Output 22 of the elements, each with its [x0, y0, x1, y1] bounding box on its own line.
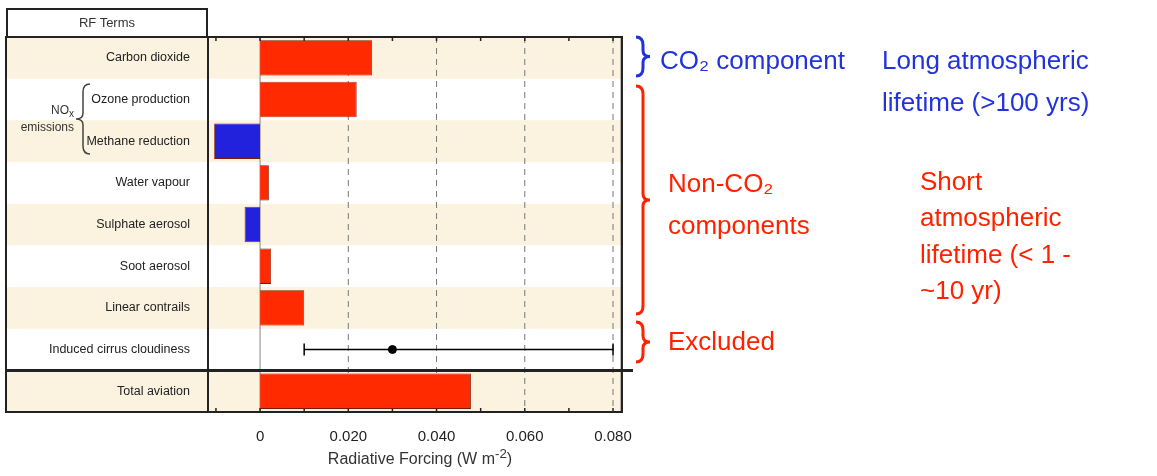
text: CO₂ component: [660, 44, 846, 77]
text: Excluded: [668, 325, 776, 358]
y-tick-label: Induced cirrus cloudiness: [48, 341, 190, 356]
text: Non-CO₂ components: [668, 167, 811, 242]
x-tick-label: 0.040: [417, 427, 456, 445]
x-tick-label: 0.080: [594, 427, 632, 445]
y-tick-label: Sulphate aerosol: [96, 216, 190, 231]
y-tick-label: Methane reduction: [86, 133, 191, 148]
text: Short atmospheric lifetime (< 1 - ~10 yr): [920, 165, 1072, 308]
y-tick-label: Total aviation: [117, 383, 191, 398]
y-axis-title: RF Terms: [6, 8, 208, 36]
y-tick-label: Soot aerosol: [119, 258, 190, 273]
y-tick-label: Linear contrails: [105, 300, 190, 315]
x-tick-label: 0.020: [329, 427, 368, 445]
y-tick-label: Water vapour: [115, 175, 190, 190]
x-axis-title: Radiative Forcing (W m$^{-2}$): [326, 446, 514, 469]
text: Long atmospheric lifetime (>100 yrs): [882, 44, 1091, 119]
y-tick-label: Carbon dioxide: [105, 50, 191, 65]
x-tick-label: 0.060: [506, 427, 544, 445]
text: NO$_{x}$ emissions: [19, 103, 74, 135]
x-tick-label: 0: [255, 427, 265, 445]
y-tick-label: Ozone production: [91, 91, 191, 106]
